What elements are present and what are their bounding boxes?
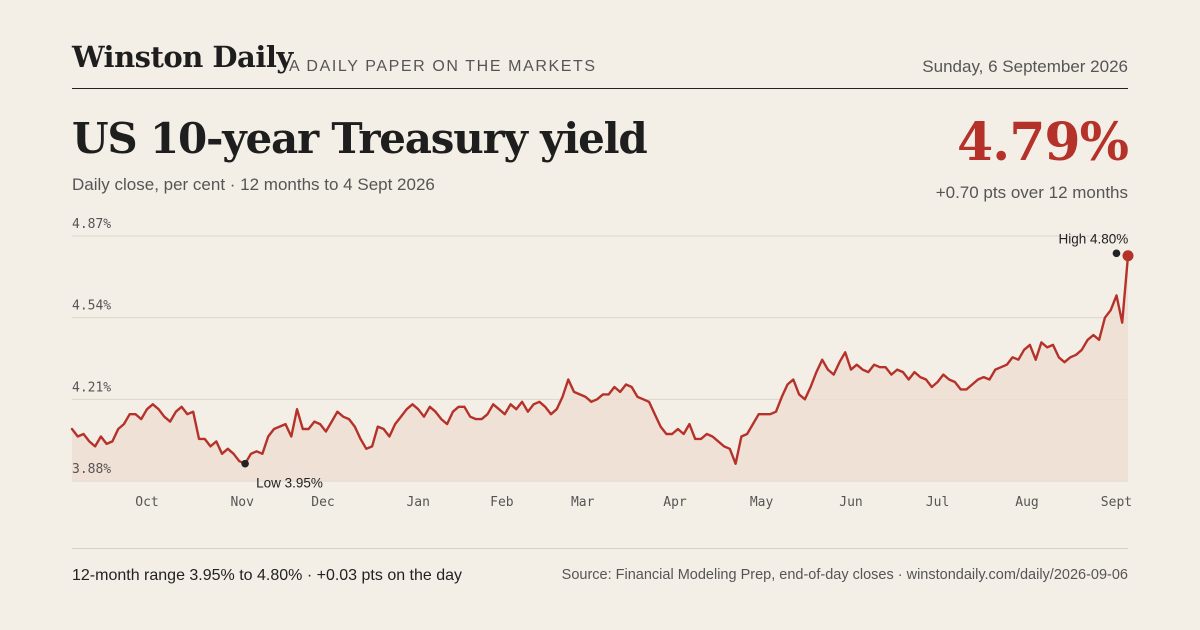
x-tick-label: Apr xyxy=(663,495,687,510)
latest-value-marker xyxy=(1122,250,1134,262)
source-note: Source: Financial Modeling Prep, end-of-… xyxy=(561,567,1128,583)
annotations: High 4.80% Low 3.95% xyxy=(241,231,1134,491)
chart-subtitle: Daily close, per cent · 12 months to 4 S… xyxy=(72,175,435,194)
brand-tagline: A DAILY PAPER ON THE MARKETS xyxy=(289,58,597,75)
y-tick-label: 3.88% xyxy=(72,462,111,477)
x-tick-label: Feb xyxy=(490,495,514,510)
axis-labels: 4.87% 4.54% 4.21% 3.88% Oct Nov Dec Jan Feb Mar Ap… xyxy=(72,217,1132,510)
masthead: Winston Daily A DAILY PAPER ON THE MARKE… xyxy=(72,38,1128,89)
x-tick-label: Aug xyxy=(1015,495,1038,510)
x-tick-label: Oct xyxy=(135,495,158,510)
annotation-label: High 4.80% xyxy=(1058,231,1128,246)
footer-divider xyxy=(72,548,1128,549)
x-tick-label: May xyxy=(750,495,774,510)
x-tick-label: Sept xyxy=(1101,495,1132,510)
current-value: 4.79% xyxy=(956,112,1129,173)
x-tick-label: Nov xyxy=(230,495,254,510)
y-tick-label: 4.54% xyxy=(72,299,111,314)
annotation-marker xyxy=(1112,249,1121,258)
x-tick-label: Jul xyxy=(926,495,949,510)
x-tick-label: Jun xyxy=(839,495,862,510)
annotation-marker xyxy=(241,459,249,468)
series-line-layer xyxy=(70,254,1130,465)
x-tick-label: Dec xyxy=(311,495,334,510)
y-tick-label: 4.21% xyxy=(72,380,111,395)
issue-date: Sunday, 6 September 2026 xyxy=(922,57,1128,76)
twelve-month-change: +0.70 pts over 12 months xyxy=(935,183,1128,202)
chart-title: US 10-year Treasury yield xyxy=(72,114,648,163)
area-fill-layer xyxy=(72,255,1128,481)
y-tick-label: 4.87% xyxy=(72,217,111,232)
brand-name: Winston Daily xyxy=(72,40,293,74)
annotation-label: Low 3.95% xyxy=(256,476,323,491)
x-tick-label: Jan xyxy=(406,495,429,510)
series-area xyxy=(72,255,1128,481)
series-line xyxy=(70,254,1130,465)
x-tick-label: Mar xyxy=(571,495,595,510)
range-summary: 12-month range 3.95% to 4.80% · +0.03 pt… xyxy=(72,567,463,584)
